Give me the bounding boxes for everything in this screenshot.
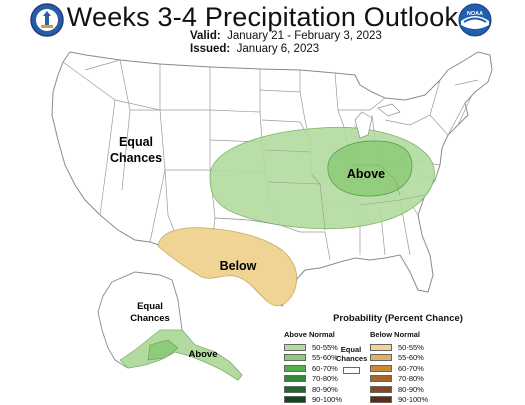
great-lakes bbox=[354, 103, 401, 139]
legend-below-swatch bbox=[370, 364, 392, 372]
issued-label: Issued: bbox=[190, 43, 231, 55]
noaa-logo-text: NOAA bbox=[467, 11, 483, 17]
alaska-above-region bbox=[119, 329, 243, 381]
legend-below-row: 70-80% bbox=[370, 374, 440, 385]
legend-above-range-label: 90-100% bbox=[312, 395, 343, 405]
legend-below-range-label: 50-55% bbox=[398, 342, 424, 352]
legend-above-row: 80-90% bbox=[284, 384, 354, 395]
legend-below-range-label: 80-90% bbox=[398, 384, 424, 394]
page-title: Weeks 3-4 Precipitation Outlook bbox=[66, 2, 459, 32]
equal-chances-conus-line2: Chances bbox=[110, 151, 162, 165]
legend-above-row: 90-100% bbox=[284, 395, 354, 405]
legend-title: Probability (Percent Chance) bbox=[333, 313, 463, 324]
legend-equal-chances: Equal Chances bbox=[336, 345, 368, 363]
legend-below-row: 55-60% bbox=[370, 353, 440, 364]
legend-above-column: Above Normal 50-55% 55-60% 60-70% 70-80% 80-… bbox=[284, 330, 354, 405]
noaa-logo-icon: NOAA bbox=[458, 3, 492, 37]
legend-above-swatch bbox=[284, 385, 306, 393]
legend-below-column: Below Normal 50-55% 55-60% 60-70% 70-80% 80-… bbox=[370, 330, 440, 405]
legend-above-range-label: 50-55% bbox=[312, 342, 338, 352]
legend-equal-line2: Chances bbox=[336, 354, 368, 363]
valid-label: Valid: bbox=[190, 30, 221, 42]
legend-above-swatch bbox=[284, 343, 306, 351]
legend-below-swatch bbox=[370, 396, 392, 404]
legend-below-swatch bbox=[370, 343, 392, 351]
legend-below-row: 50-55% bbox=[370, 342, 440, 353]
above-label-conus: Above bbox=[347, 167, 385, 181]
above-label-ak: Above bbox=[188, 349, 217, 360]
legend-below-swatch bbox=[370, 375, 392, 383]
legend-below-row: 80-90% bbox=[370, 384, 440, 395]
legend-above-swatch bbox=[284, 354, 306, 362]
above-region-dark bbox=[327, 140, 413, 197]
below-region bbox=[157, 227, 298, 306]
legend-below-range-label: 55-60% bbox=[398, 353, 424, 363]
legend-below-swatch bbox=[370, 385, 392, 393]
legend-above-swatch bbox=[284, 375, 306, 383]
legend-above-swatch bbox=[284, 396, 306, 404]
legend-below-row: 90-100% bbox=[370, 395, 440, 405]
valid-value: January 21 - February 3, 2023 bbox=[227, 30, 382, 42]
legend-below-row: 60-70% bbox=[370, 363, 440, 374]
legend-above-row: 50-55% bbox=[284, 342, 354, 353]
valid-line: Valid: January 21 - February 3, 2023 bbox=[190, 30, 382, 42]
legend-above-swatch bbox=[284, 364, 306, 372]
legend-below-header: Below Normal bbox=[370, 330, 421, 339]
legend-equal-swatch bbox=[343, 367, 360, 374]
legend-above-range-label: 60-70% bbox=[312, 363, 338, 373]
legend-below-range-label: 90-100% bbox=[398, 395, 429, 405]
legend-above-range-label: 80-90% bbox=[312, 384, 338, 394]
legend-above-range-label: 70-80% bbox=[312, 374, 338, 384]
doc-seal-icon bbox=[30, 3, 64, 37]
equal-chances-conus-line1: Equal bbox=[119, 135, 153, 149]
equal-chances-ak-line2: Chances bbox=[130, 313, 170, 324]
legend-above-row: 70-80% bbox=[284, 374, 354, 385]
legend-below-swatch bbox=[370, 354, 392, 362]
legend-above-range-label: 55-60% bbox=[312, 353, 338, 363]
legend-above-row: 55-60% bbox=[284, 353, 354, 364]
issued-value: January 6, 2023 bbox=[236, 43, 320, 55]
alaska-above-dark bbox=[147, 339, 179, 361]
issued-line: Issued: January 6, 2023 bbox=[190, 43, 319, 55]
legend: Probability (Percent Chance) Above Norma… bbox=[276, 313, 520, 405]
legend-equal-line1: Equal bbox=[340, 345, 362, 354]
legend-below-range-label: 60-70% bbox=[398, 363, 424, 373]
below-label-conus: Below bbox=[220, 259, 257, 273]
equal-chances-ak-line1: Equal bbox=[137, 301, 163, 312]
legend-below-range-label: 70-80% bbox=[398, 374, 424, 384]
legend-above-header: Above Normal bbox=[284, 330, 335, 339]
legend-above-row: 60-70% bbox=[284, 363, 354, 374]
